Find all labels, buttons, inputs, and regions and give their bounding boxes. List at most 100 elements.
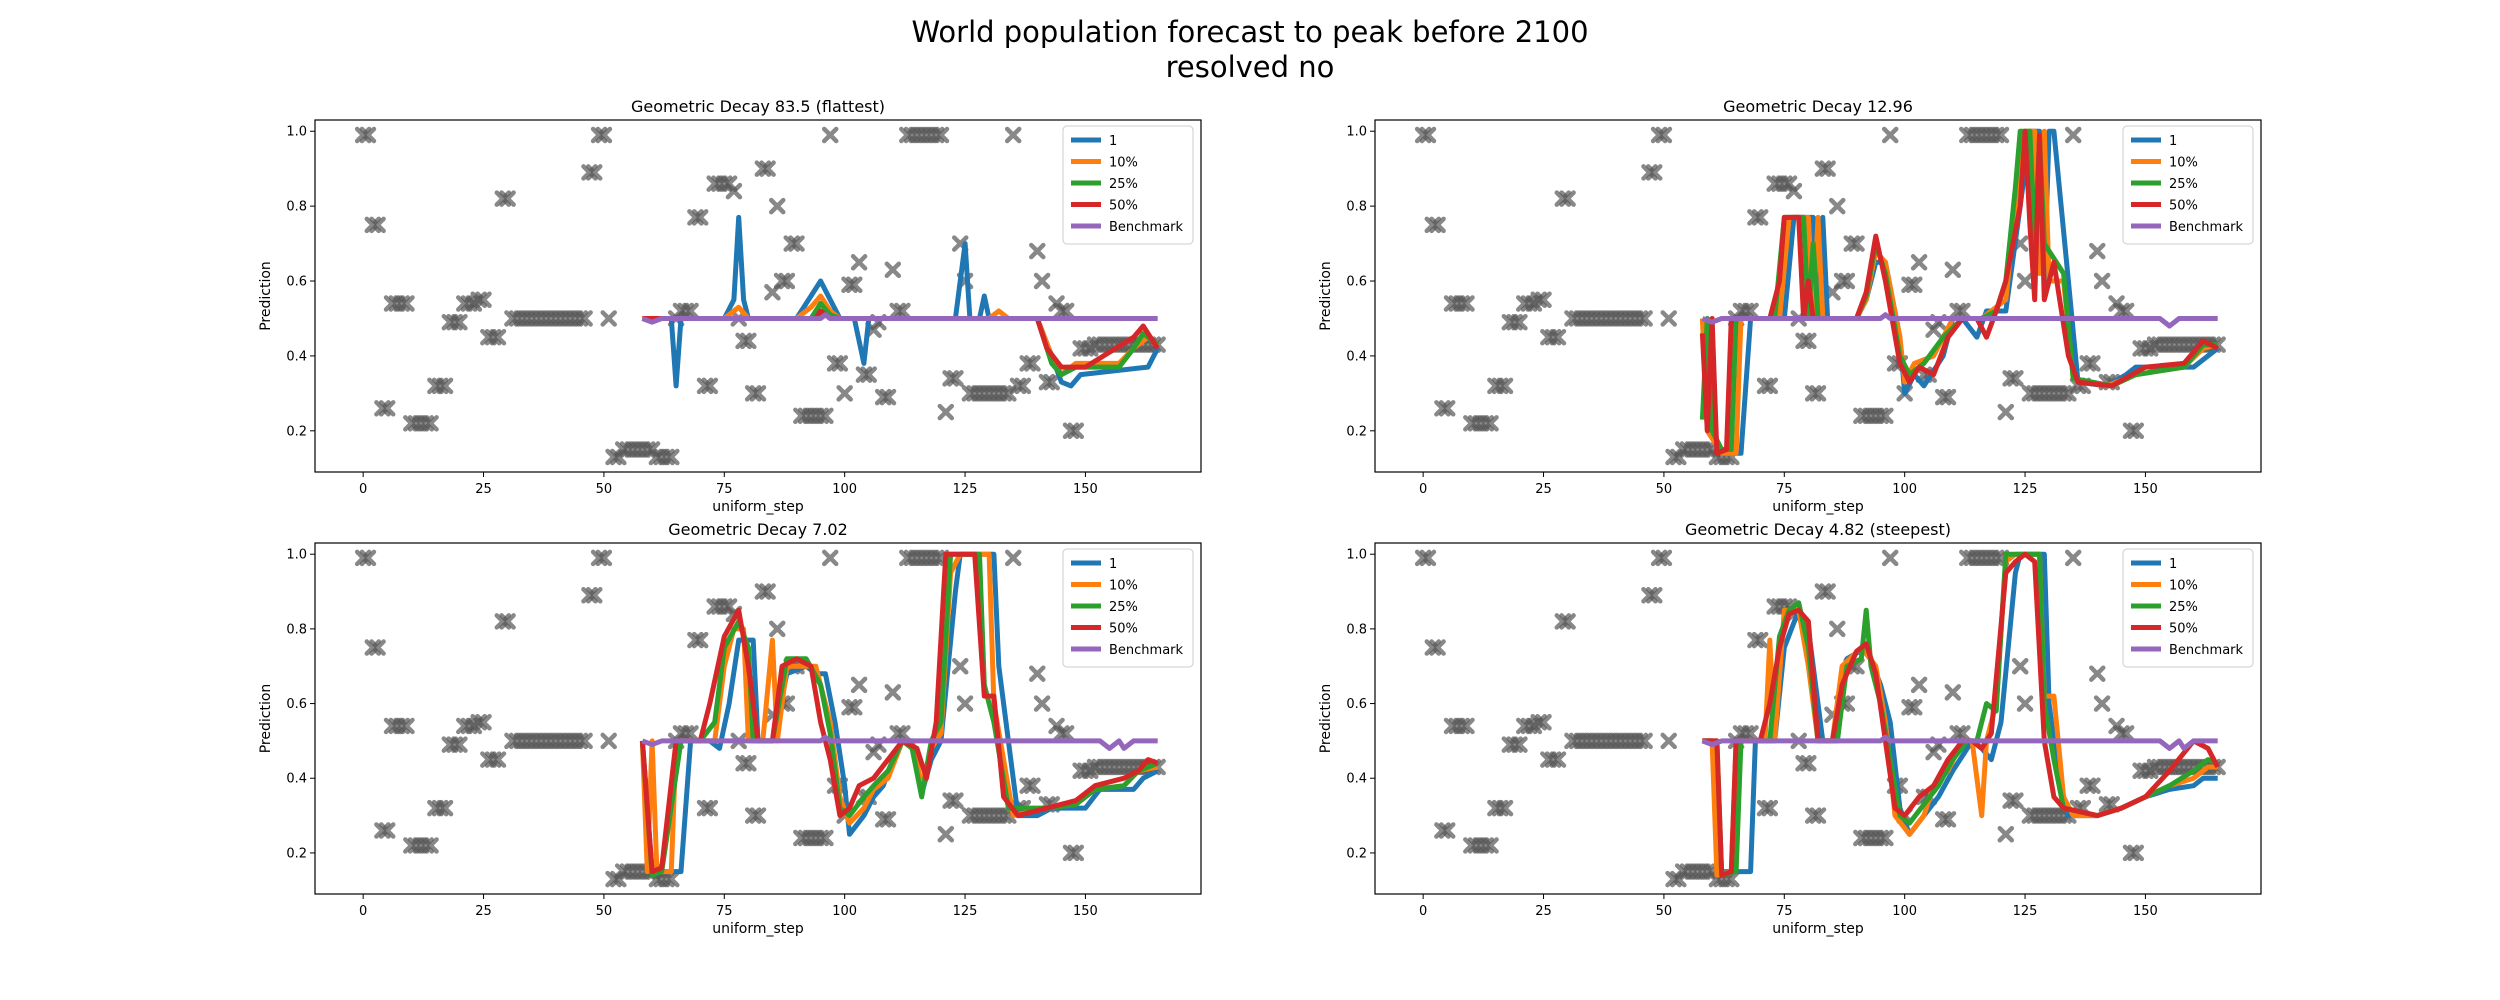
- outcome-point: [932, 126, 950, 144]
- series-line-50pct: [1699, 128, 2219, 456]
- outcome-point: [677, 302, 695, 320]
- outcome-point: [2007, 370, 2024, 387]
- y-tick-label: 1.0: [1346, 548, 1367, 563]
- outcome-point: [687, 631, 704, 649]
- outcome-point: [1424, 639, 1442, 656]
- legend: 1 10% 25% 50% Benchmark: [1062, 125, 1194, 245]
- outcome-point: [1660, 310, 1677, 327]
- legend-label: Benchmark: [2169, 643, 2244, 658]
- outcome-point: [581, 587, 598, 604]
- outcome-point: [1992, 126, 2010, 144]
- outcome-point: [1901, 276, 1918, 294]
- legend: 1 10% 25% 50% Benchmark: [2122, 548, 2254, 668]
- outcome-point: [749, 385, 767, 402]
- series-line-benchmark: [1701, 312, 2218, 329]
- y-tick-label: 0.2: [286, 424, 307, 439]
- x-axis-label: uniform_step: [1772, 499, 1864, 515]
- outcome-point: [1939, 388, 1957, 406]
- outcome-point: [1636, 310, 1653, 327]
- outcome-point: [841, 699, 858, 716]
- outcome-point: [821, 549, 839, 567]
- outcome-point: [1424, 216, 1442, 234]
- outcome-point: [1506, 736, 1523, 753]
- outcome-point: [1660, 732, 1677, 750]
- outcome-point: [1004, 126, 1022, 144]
- y-tick-label: 0.2: [286, 846, 307, 861]
- outcome-point: [590, 549, 608, 567]
- outcome-point: [2093, 272, 2111, 290]
- outcome-point: [446, 313, 463, 331]
- outcome-point: [586, 587, 603, 604]
- plot-area: [1414, 126, 2226, 466]
- outcome-point: [494, 613, 512, 630]
- outcome-point: [2055, 385, 2072, 402]
- outcome-point: [1631, 732, 1649, 750]
- outcome-point: [436, 377, 454, 395]
- y-tick-label: 0.8: [286, 200, 307, 215]
- outcome-point: [942, 792, 959, 809]
- outcome-point: [937, 826, 955, 843]
- legend-label: Benchmark: [1109, 643, 1184, 658]
- outcome-point: [1506, 313, 1523, 331]
- outcome-point: [1785, 182, 1803, 200]
- outcome-point: [1800, 755, 1817, 772]
- outcome-point: [1809, 385, 1827, 402]
- outcome-point: [817, 407, 834, 425]
- y-tick-label: 0.4: [286, 772, 307, 787]
- series-line-benchmark: [1701, 734, 2218, 751]
- outcome-point: [788, 235, 805, 252]
- x-tick-label: 50: [1656, 482, 1673, 497]
- outcome-point: [1530, 291, 1547, 308]
- outcome-point: [1997, 826, 2015, 843]
- outcome-point: [947, 792, 964, 809]
- outcome-point: [1761, 377, 1779, 395]
- figure-title-line2: resolved no: [1165, 50, 1335, 84]
- outcome-point: [1062, 422, 1080, 440]
- outcome-point: [2089, 242, 2106, 260]
- outcome-point: [1756, 799, 1774, 817]
- outcome-point: [1535, 713, 1552, 731]
- outcome-point: [769, 197, 786, 215]
- outcome-point: [1429, 216, 1446, 234]
- outcome-point: [1438, 822, 1456, 839]
- outcome-point: [812, 407, 829, 425]
- chart-title: Geometric Decay 7.02: [668, 520, 848, 539]
- y-tick-label: 1.0: [1346, 125, 1367, 140]
- outcome-point: [1881, 549, 1899, 567]
- outcome-point: [773, 272, 791, 290]
- legend-label: 25%: [2169, 600, 2198, 615]
- x-axis-label: uniform_step: [1772, 921, 1864, 937]
- x-tick-label: 100: [1892, 482, 1917, 497]
- outcome-point: [1458, 295, 1475, 312]
- outcome-point: [2127, 844, 2145, 862]
- legend: 1 10% 25% 50% Benchmark: [2122, 125, 2254, 245]
- outcome-point: [1559, 190, 1576, 207]
- outcome-point: [1033, 272, 1051, 290]
- outcome-point: [1848, 235, 1865, 252]
- outcome-point: [600, 310, 617, 327]
- outcome-point: [744, 807, 762, 824]
- legend-label: 10%: [2169, 156, 2198, 171]
- outcome-point: [1429, 639, 1446, 656]
- x-tick-label: 100: [832, 904, 857, 919]
- outcome-point: [595, 549, 613, 567]
- outcome-point: [359, 549, 377, 567]
- outcome-point: [2127, 422, 2145, 440]
- outcome-point: [1033, 695, 1051, 712]
- outcome-point: [1636, 732, 1653, 750]
- outcome-point: [600, 732, 617, 750]
- outcome-point: [889, 302, 906, 320]
- outcome-point: [1067, 844, 1085, 862]
- outcome-point: [1029, 665, 1046, 682]
- x-tick-label: 50: [1656, 904, 1673, 919]
- outcome-point: [1742, 302, 1759, 320]
- outcome-point: [937, 403, 955, 421]
- legend-box: [1062, 125, 1194, 245]
- outcome-point: [1067, 422, 1085, 440]
- outcome-point: [1742, 725, 1759, 742]
- outcome-point: [1949, 725, 1966, 742]
- x-tick-label: 25: [1535, 904, 1552, 919]
- outcome-point: [1057, 725, 1075, 742]
- outcome-point: [1944, 261, 1962, 279]
- outcome-point: [2064, 549, 2082, 567]
